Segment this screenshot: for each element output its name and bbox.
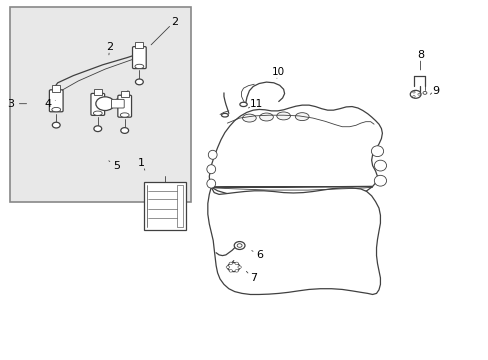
Ellipse shape	[206, 165, 215, 174]
Text: 6: 6	[256, 250, 263, 260]
FancyBboxPatch shape	[49, 90, 63, 112]
Ellipse shape	[242, 114, 256, 122]
Ellipse shape	[52, 108, 61, 112]
Bar	[177, 185, 183, 227]
Ellipse shape	[234, 242, 244, 249]
Ellipse shape	[225, 266, 229, 269]
Text: 2: 2	[106, 42, 113, 52]
Circle shape	[135, 79, 143, 85]
Ellipse shape	[237, 244, 242, 247]
Text: 2: 2	[171, 17, 178, 27]
Ellipse shape	[259, 113, 273, 121]
Circle shape	[121, 128, 128, 134]
Ellipse shape	[208, 150, 217, 159]
Ellipse shape	[221, 113, 228, 117]
FancyBboxPatch shape	[111, 99, 124, 108]
Ellipse shape	[237, 266, 241, 269]
Text: 11: 11	[249, 99, 263, 109]
Ellipse shape	[295, 113, 308, 121]
Bar	[144, 182, 185, 230]
FancyBboxPatch shape	[118, 95, 131, 117]
FancyBboxPatch shape	[132, 46, 146, 69]
Ellipse shape	[228, 262, 232, 265]
Text: 8: 8	[416, 50, 423, 60]
Ellipse shape	[96, 97, 114, 111]
Ellipse shape	[422, 91, 426, 94]
FancyBboxPatch shape	[91, 94, 104, 116]
Text: 7: 7	[249, 273, 256, 283]
Ellipse shape	[412, 91, 414, 93]
Ellipse shape	[409, 90, 420, 98]
Ellipse shape	[206, 179, 215, 188]
Bar	[52, 85, 60, 92]
Bar	[121, 91, 128, 97]
Text: 5: 5	[113, 161, 120, 171]
Ellipse shape	[371, 146, 383, 157]
Text: 4: 4	[44, 99, 51, 109]
Ellipse shape	[135, 64, 143, 69]
Ellipse shape	[120, 113, 129, 117]
Polygon shape	[207, 187, 380, 294]
Circle shape	[94, 126, 102, 132]
Text: 9: 9	[432, 86, 439, 96]
Ellipse shape	[234, 262, 238, 265]
Bar	[135, 42, 143, 49]
Circle shape	[52, 122, 60, 128]
Ellipse shape	[412, 96, 414, 98]
Ellipse shape	[239, 102, 246, 107]
Bar	[10, 7, 190, 202]
Ellipse shape	[374, 160, 386, 171]
Ellipse shape	[228, 270, 232, 272]
Ellipse shape	[93, 111, 102, 115]
Ellipse shape	[276, 112, 290, 120]
Ellipse shape	[227, 263, 239, 272]
Ellipse shape	[417, 94, 419, 95]
Ellipse shape	[374, 175, 386, 186]
Text: 10: 10	[272, 67, 285, 77]
Polygon shape	[209, 105, 382, 197]
Text: 1: 1	[138, 158, 145, 168]
Text: 3: 3	[7, 99, 14, 109]
Ellipse shape	[234, 270, 238, 272]
Bar	[94, 89, 102, 95]
